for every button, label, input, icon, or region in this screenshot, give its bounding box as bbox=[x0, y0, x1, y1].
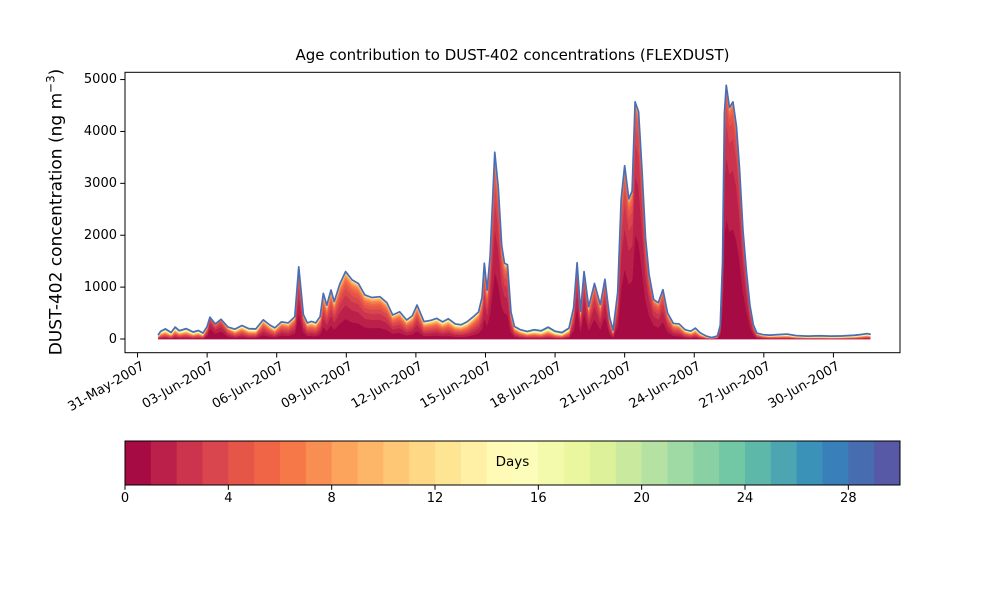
colorbar-segment bbox=[693, 441, 720, 485]
age-layer-26 bbox=[158, 84, 871, 338]
age-layer-12 bbox=[158, 84, 871, 339]
age-layer-13 bbox=[158, 84, 871, 339]
age-layer-9 bbox=[158, 85, 871, 339]
age-layer-18 bbox=[158, 84, 871, 339]
colorbar-segment bbox=[383, 441, 410, 485]
colorbar-segment bbox=[667, 441, 694, 485]
colorbar-segment bbox=[176, 441, 203, 485]
colorbar-tick-label: 12 bbox=[426, 491, 444, 506]
age-layer-1 bbox=[158, 154, 871, 340]
colorbar-segment bbox=[435, 441, 462, 485]
y-tick-label: 4000 bbox=[83, 123, 117, 139]
colorbar-tick-label: 28 bbox=[840, 491, 857, 506]
age-layer-15 bbox=[158, 84, 871, 339]
age-layer-5 bbox=[158, 90, 871, 339]
y-tick-label: 2000 bbox=[83, 227, 117, 243]
age-layer-16 bbox=[158, 84, 871, 339]
colorbar-segment bbox=[202, 441, 229, 485]
axes-spines bbox=[124, 71, 901, 354]
colorbar-segment bbox=[848, 441, 875, 485]
age-layer-17 bbox=[158, 84, 871, 339]
age-layer-23 bbox=[158, 84, 871, 338]
chart-title: Age contribution to DUST-402 concentrati… bbox=[295, 46, 730, 64]
age-layer-2 bbox=[158, 121, 871, 340]
age-layer-11 bbox=[158, 85, 871, 339]
age-layer-7 bbox=[158, 86, 871, 339]
colorbar-border bbox=[124, 440, 901, 486]
colorbar bbox=[124, 440, 901, 490]
age-layer-3 bbox=[158, 104, 871, 339]
age-layers-group bbox=[157, 84, 871, 340]
colorbar-tick-label: 24 bbox=[736, 491, 754, 506]
colorbar-tick-label: 4 bbox=[224, 491, 233, 506]
age-layer-27 bbox=[158, 84, 871, 338]
total-envelope-line bbox=[157, 84, 871, 339]
age-layer-25 bbox=[158, 84, 871, 338]
age-layer-24 bbox=[158, 84, 871, 338]
colorbar-segment bbox=[331, 441, 358, 485]
age-layer-19 bbox=[158, 84, 871, 339]
colorbar-segment bbox=[254, 441, 281, 485]
colorbar-segment bbox=[280, 441, 307, 485]
colorbar-segment bbox=[615, 441, 643, 485]
age-layer-4 bbox=[158, 95, 871, 339]
colorbar-segment bbox=[228, 441, 255, 485]
y-tick-label: 0 bbox=[108, 331, 117, 347]
colorbar-segment bbox=[150, 441, 178, 485]
colorbar-segment bbox=[486, 441, 513, 485]
colorbar-segment bbox=[538, 441, 565, 485]
colorbar-segment bbox=[770, 441, 798, 485]
colorbar-label: Days bbox=[495, 454, 530, 470]
age-layer-29 bbox=[158, 84, 871, 338]
age-layer-8 bbox=[158, 85, 871, 339]
colorbar-segment bbox=[125, 441, 152, 485]
colorbar-tick-label: 16 bbox=[530, 491, 547, 506]
colorbar-tick-label: 8 bbox=[327, 491, 336, 506]
y-tick-label: 1000 bbox=[83, 279, 117, 295]
age-layer-22 bbox=[158, 84, 871, 338]
colorbar-segment bbox=[745, 441, 772, 485]
age-layer-20 bbox=[158, 84, 871, 339]
age-layer-14 bbox=[158, 84, 871, 339]
age-layer-10 bbox=[158, 85, 871, 339]
colorbar-segment bbox=[822, 441, 849, 485]
colorbar-segment bbox=[357, 441, 384, 485]
colorbar-segment bbox=[590, 441, 617, 485]
age-layer-28 bbox=[158, 84, 871, 338]
colorbar-segment bbox=[409, 441, 436, 485]
colorbar-segment bbox=[512, 441, 539, 485]
colorbar-tick-label: 20 bbox=[633, 491, 650, 506]
age-layer-21 bbox=[158, 84, 871, 338]
colorbar-segment bbox=[305, 441, 333, 485]
colorbar-segment bbox=[641, 441, 668, 485]
colorbar-segment bbox=[460, 441, 488, 485]
colorbar-segment bbox=[719, 441, 746, 485]
colorbar-segment bbox=[874, 441, 901, 485]
colorbar-tick-label: 0 bbox=[120, 491, 130, 506]
colorbar-segment bbox=[796, 441, 823, 485]
y-tick-label: 3000 bbox=[83, 175, 117, 191]
age-layer-6 bbox=[158, 87, 871, 339]
y-tick-label: 5000 bbox=[83, 72, 117, 88]
colorbar-segment bbox=[564, 441, 591, 485]
